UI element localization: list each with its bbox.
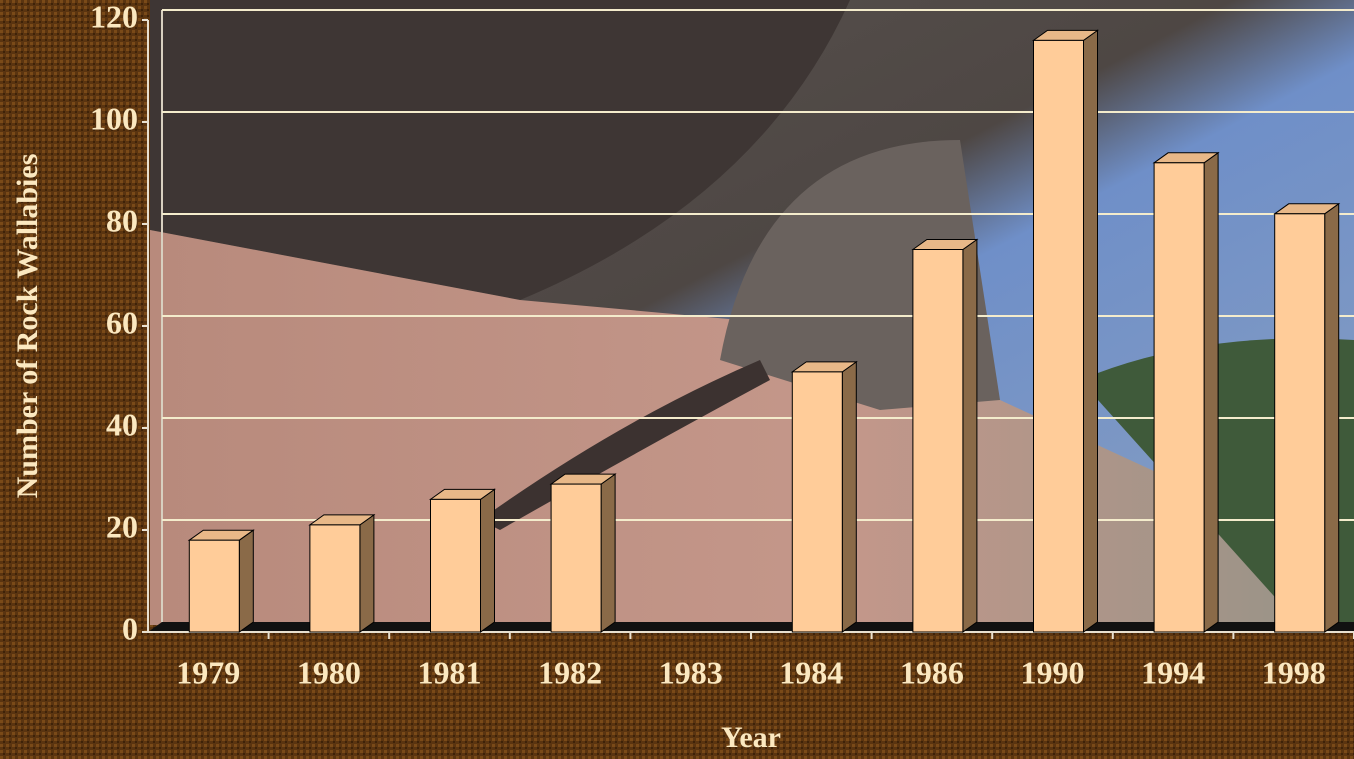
x-tick-label: 1994 — [1141, 654, 1205, 690]
y-tick-label: 0 — [122, 610, 138, 646]
bar — [189, 530, 253, 632]
bar-side — [1204, 153, 1218, 632]
y-tick-label: 120 — [90, 0, 138, 34]
chart: Year Number of Rock Wallabies 0 20 40 60 80 1… — [0, 0, 1354, 759]
bar-side — [481, 489, 495, 632]
bar-side — [1084, 30, 1098, 632]
bar-side — [1325, 204, 1339, 632]
bar-front — [189, 540, 239, 632]
bar-side — [360, 515, 374, 632]
bar-side — [239, 530, 253, 632]
bar-side — [601, 474, 615, 632]
x-tick-label: 1986 — [900, 654, 964, 690]
bar — [913, 240, 977, 633]
x-tick-label: 1981 — [418, 654, 482, 690]
y-tick-label: 60 — [106, 304, 138, 340]
page: {"chart_data": {"type": "bar", "categori… — [0, 0, 1354, 759]
bar-front — [551, 484, 601, 632]
bar — [1034, 30, 1098, 632]
bar-front — [1034, 40, 1084, 632]
y-tick-label: 20 — [106, 508, 138, 544]
bar — [310, 515, 374, 632]
x-axis-title: Year — [721, 721, 781, 754]
bar — [1275, 204, 1339, 632]
bar-front — [431, 499, 481, 632]
x-tick-label: 1983 — [659, 654, 723, 690]
x-tick-label: 1998 — [1262, 654, 1326, 690]
y-axis-title: Number of Rock Wallabies — [11, 154, 44, 499]
bar-front — [792, 372, 842, 632]
bar-front — [1275, 214, 1325, 632]
x-tick-label: 1984 — [779, 654, 843, 690]
y-tick-label: 100 — [90, 100, 138, 136]
bar-front — [310, 525, 360, 632]
x-tick-label: 1979 — [176, 654, 240, 690]
bar-front — [1154, 163, 1204, 632]
x-tick-label: 1982 — [538, 654, 602, 690]
x-tick-label: 1980 — [297, 654, 361, 690]
bar-side — [963, 240, 977, 633]
bar — [431, 489, 495, 632]
bar-side — [842, 362, 856, 632]
bar — [792, 362, 856, 632]
y-tick-label: 40 — [106, 406, 138, 442]
x-tick-label: 1990 — [1021, 654, 1085, 690]
bar — [551, 474, 615, 632]
bar — [1154, 153, 1218, 632]
y-tick-label: 80 — [106, 202, 138, 238]
bar-front — [913, 250, 963, 633]
